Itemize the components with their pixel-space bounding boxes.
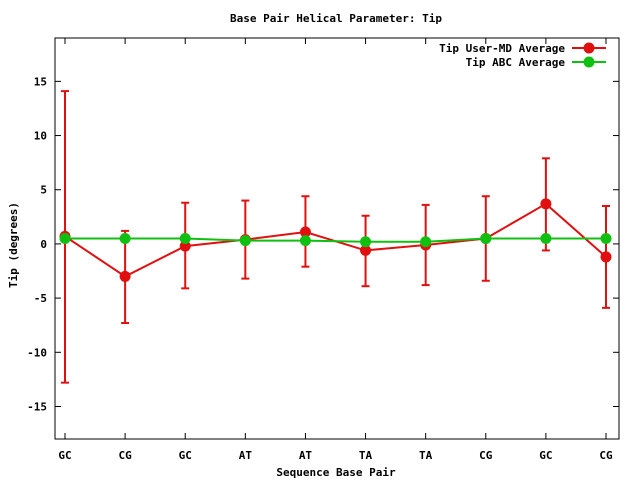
data-point [420, 236, 432, 248]
data-point [600, 251, 612, 263]
y-tick-label: -5 [34, 292, 47, 305]
y-tick-label: -15 [27, 400, 47, 413]
series-layer [59, 90, 612, 384]
series-abc-average [59, 233, 612, 248]
x-tick-label: TA [419, 449, 433, 462]
x-tick-label: AT [239, 449, 253, 462]
data-point [299, 226, 311, 238]
series-line [65, 237, 606, 243]
data-point [59, 233, 71, 244]
legend-marker [583, 56, 595, 68]
series-user-md-average [59, 90, 612, 384]
y-tick-label: 10 [34, 130, 47, 143]
legend-label: Tip ABC Average [466, 56, 566, 69]
x-axis-ticks: GC CG GC AT AT TA TA CG GC CG [58, 38, 613, 462]
x-tick-label: CG [479, 449, 493, 462]
data-point [600, 233, 612, 244]
data-point [540, 198, 552, 210]
data-point [299, 235, 311, 247]
data-point [119, 270, 131, 282]
data-point [540, 233, 552, 244]
x-tick-label: GC [539, 449, 552, 462]
data-point [179, 240, 191, 252]
series-line [64, 202, 607, 278]
data-point [360, 236, 372, 248]
x-tick-label: GC [179, 449, 192, 462]
y-tick-label: 0 [40, 238, 47, 251]
y-tick-label: 15 [34, 75, 47, 88]
y-axis-label: Tip (degrees) [7, 202, 20, 288]
legend-marker [583, 42, 595, 54]
data-point [360, 244, 372, 256]
x-tick-label: GC [58, 449, 71, 462]
x-tick-label: AT [299, 449, 313, 462]
data-point [480, 233, 492, 244]
chart-title: Base Pair Helical Parameter: Tip [230, 12, 442, 25]
data-point [239, 235, 251, 247]
y-tick-label: 5 [40, 184, 47, 197]
plot-frame [54, 37, 620, 440]
x-tick-label: TA [359, 449, 373, 462]
legend-label: Tip User-MD Average [439, 42, 565, 55]
x-tick-label: CG [599, 449, 613, 462]
x-tick-label: CG [118, 449, 132, 462]
data-point [179, 233, 191, 244]
x-axis-label: Sequence Base Pair [276, 466, 396, 479]
data-point [119, 233, 131, 244]
y-axis-ticks: -15 -10 -5 0 5 10 15 [27, 75, 619, 413]
y-tick-label: -10 [27, 346, 47, 359]
